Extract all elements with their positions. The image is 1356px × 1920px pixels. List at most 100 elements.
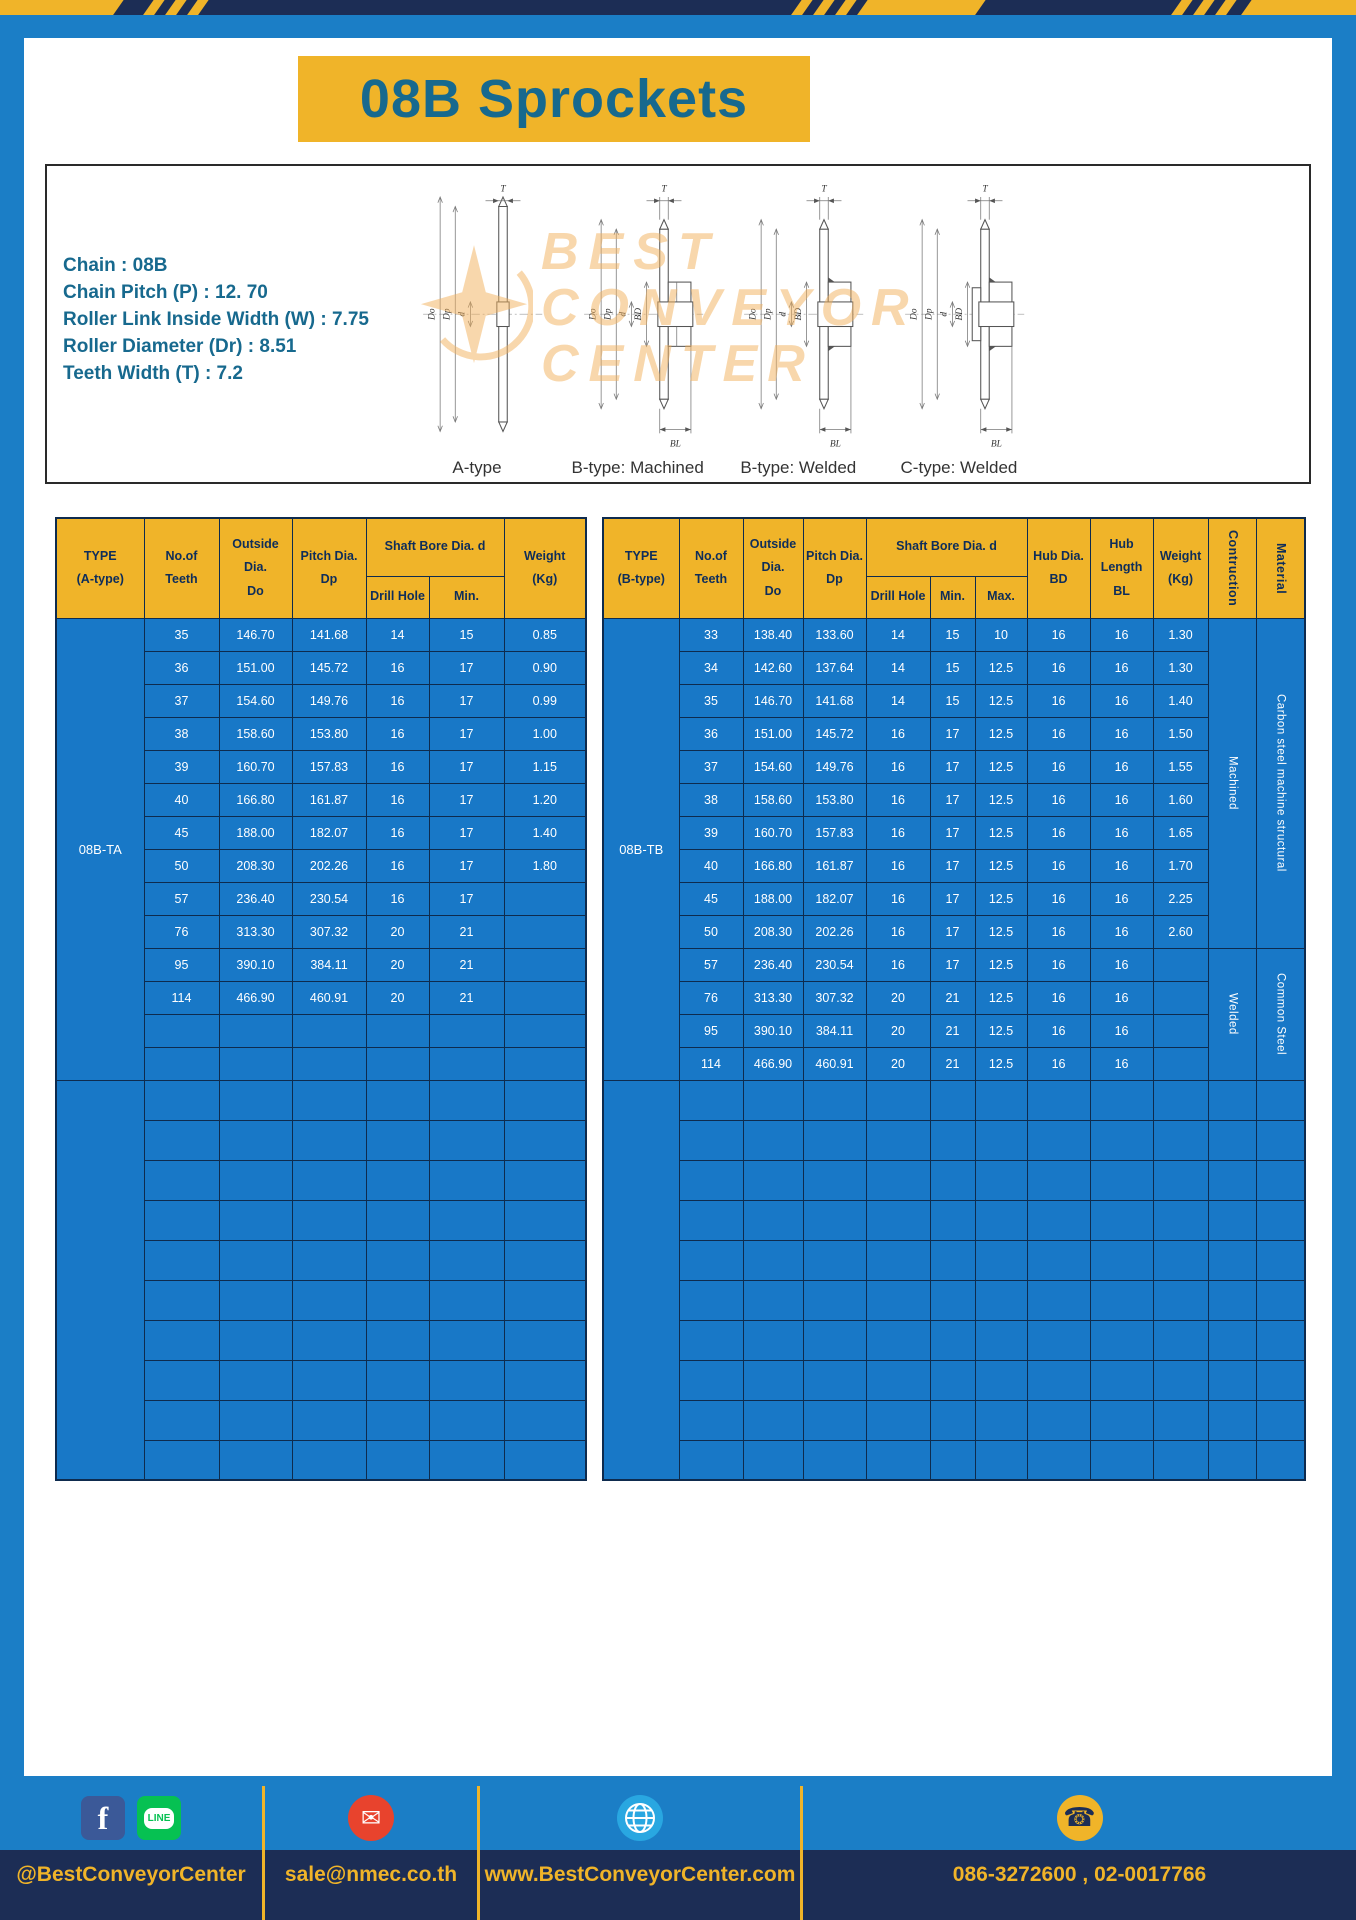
data-cell: 36 <box>143 650 220 685</box>
empty-cell <box>1089 1279 1154 1321</box>
data-cell <box>218 1013 293 1048</box>
col-header-min: Min. <box>929 575 976 619</box>
data-cell: 14 <box>865 617 931 652</box>
data-cell: 16 <box>1026 782 1091 817</box>
empty-cell <box>428 1359 505 1401</box>
empty-cell <box>802 1399 867 1441</box>
empty-cell <box>742 1319 804 1361</box>
sprocket-drawing-c-welded: T Do Dp d BD BL <box>905 184 1025 450</box>
facebook-handle[interactable]: @BestConveyorCenter <box>0 1850 262 1920</box>
table-row: 36 151.00 145.72 16 17 12.5 16 16 1.50 <box>603 716 1305 751</box>
data-cell: 1.80 <box>503 848 587 883</box>
phone-icon[interactable]: ☎ <box>1056 1795 1103 1841</box>
data-cell: 16 <box>1026 749 1091 784</box>
data-cell <box>143 1046 220 1081</box>
svg-text:Do: Do <box>427 308 437 321</box>
empty-cell <box>218 1359 293 1401</box>
data-cell: 16 <box>1026 947 1091 982</box>
data-cell: 21 <box>428 980 505 1015</box>
data-cell: 230.54 <box>291 881 367 916</box>
empty-cell <box>1152 1319 1209 1361</box>
table-row: 40 166.80 161.87 16 17 1.20 <box>56 782 587 817</box>
data-cell: 16 <box>1089 617 1154 652</box>
empty-cell <box>1089 1439 1154 1481</box>
empty-cell <box>1089 1319 1154 1361</box>
chain-specs: Chain : 08B Chain Pitch (P) : 12. 70 Rol… <box>63 252 369 387</box>
empty-type-cell <box>55 1079 145 1481</box>
diagram-b-type-machined: T Do Dp d BD BL B-type: Machined <box>560 180 716 478</box>
empty-cell <box>1026 1199 1091 1241</box>
table-row: 08B-TA 35 146.70 141.68 14 15 0.85 <box>55 617 587 1081</box>
empty-cell <box>143 1239 220 1281</box>
data-cell: 208.30 <box>742 914 804 949</box>
empty-cell <box>802 1199 867 1241</box>
data-cell: 50 <box>678 914 744 949</box>
empty-cell <box>428 1159 505 1201</box>
empty-cell <box>365 1079 430 1121</box>
phone-numbers[interactable]: 086-3272600 , 02-0017766 <box>803 1850 1356 1920</box>
data-cell: 2.25 <box>1152 881 1209 916</box>
data-cell: 16 <box>365 683 430 718</box>
footer-phone-section: ☎ 086-3272600 , 02-0017766 <box>800 1786 1356 1920</box>
col-header-type: TYPE (A-type) <box>55 517 145 619</box>
empty-cell <box>143 1079 220 1121</box>
material-cell: Common Steel <box>1255 947 1306 1081</box>
empty-cell <box>365 1239 430 1281</box>
facebook-icon[interactable]: f <box>81 1796 125 1840</box>
data-cell: 12.5 <box>974 782 1028 817</box>
email-link[interactable]: sale@nmec.co.th <box>265 1850 477 1920</box>
empty-cell <box>678 1319 744 1361</box>
data-cell: 230.54 <box>802 947 867 982</box>
empty-cell <box>365 1199 430 1241</box>
data-cell: 16 <box>1026 980 1091 1015</box>
line-icon[interactable]: LINE <box>137 1796 181 1840</box>
svg-text:Dp: Dp <box>603 308 613 321</box>
data-cell: 154.60 <box>218 683 293 718</box>
mail-icon[interactable]: ✉ <box>348 1795 394 1841</box>
data-cell: 16 <box>1026 881 1091 916</box>
data-cell: 166.80 <box>218 782 293 817</box>
data-cell <box>1152 947 1209 982</box>
data-cell: 16 <box>1026 650 1091 685</box>
footer-facebook-section: f LINE @BestConveyorCenter <box>0 1786 262 1920</box>
empty-cell <box>974 1119 1028 1161</box>
data-cell: 17 <box>428 881 505 916</box>
empty-cell <box>365 1439 430 1481</box>
data-cell: 15 <box>929 617 976 652</box>
table-row: 40 166.80 161.87 16 17 12.5 16 16 1.70 <box>603 848 1305 883</box>
empty-table-row <box>56 1399 587 1441</box>
table-row: 34 142.60 137.64 14 15 12.5 16 16 1.30 <box>603 650 1305 685</box>
empty-cell <box>503 1439 587 1481</box>
globe-icon[interactable] <box>617 1795 663 1841</box>
empty-cell <box>428 1439 505 1481</box>
empty-table-row <box>603 1239 1306 1281</box>
data-cell: 160.70 <box>742 815 804 850</box>
empty-cell <box>929 1359 976 1401</box>
website-link[interactable]: www.BestConveyorCenter.com <box>480 1850 800 1920</box>
data-cell: 21 <box>428 914 505 949</box>
data-cell: 208.30 <box>218 848 293 883</box>
empty-cell <box>1026 1319 1091 1361</box>
data-cell: 14 <box>865 683 931 718</box>
data-cell: 20 <box>865 1013 931 1048</box>
empty-cell <box>1152 1199 1209 1241</box>
empty-table-row <box>56 1159 587 1201</box>
empty-cell <box>291 1199 367 1241</box>
globe-graphic <box>625 1803 655 1833</box>
footer-icons <box>480 1786 800 1850</box>
empty-cell <box>428 1079 505 1121</box>
data-cell: 95 <box>678 1013 744 1048</box>
empty-cell <box>1089 1119 1154 1161</box>
empty-table-row <box>56 1279 587 1321</box>
empty-cell <box>1152 1279 1209 1321</box>
empty-table-row <box>603 1159 1306 1201</box>
deco-stripe <box>140 0 167 15</box>
empty-cell <box>865 1279 931 1321</box>
data-cell: 151.00 <box>218 650 293 685</box>
svg-text:BL: BL <box>830 440 841 450</box>
col-header-outside-dia: Outside Dia. Do <box>742 517 804 619</box>
svg-text:Dp: Dp <box>925 308 935 321</box>
data-cell: 146.70 <box>742 683 804 718</box>
empty-cell <box>678 1079 744 1121</box>
empty-table-row <box>56 1199 587 1241</box>
